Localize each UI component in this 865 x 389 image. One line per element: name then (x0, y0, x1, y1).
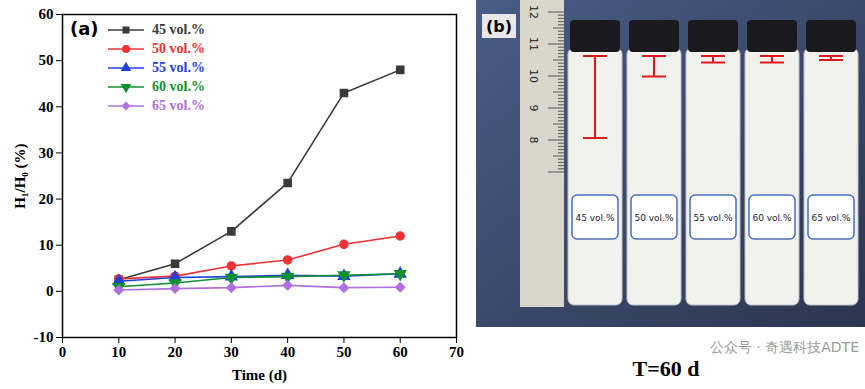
svg-text:12: 12 (527, 5, 540, 19)
svg-text:40: 40 (39, 99, 54, 115)
html-text:(a): (a) (70, 18, 99, 39)
svg-text:30: 30 (224, 344, 239, 360)
svg-text:10: 10 (111, 344, 126, 360)
html-text:65 vol.%: 65 vol.% (152, 97, 205, 113)
html-text:60 vol.%: 60 vol.% (152, 78, 205, 94)
svg-text:50: 50 (39, 52, 54, 68)
svg-text:20: 20 (39, 191, 54, 207)
html-text:50 vol.%: 50 vol.% (152, 40, 205, 56)
svg-text:10: 10 (39, 237, 54, 253)
svg-text:50 vol.%: 50 vol.% (634, 213, 674, 223)
html-text:45 vol.%: 45 vol.% (152, 21, 205, 37)
svg-text:公众号 · 奇遇科技ADTE: 公众号 · 奇遇科技ADTE (710, 339, 859, 355)
svg-text:Time (d): Time (d) (232, 367, 287, 384)
svg-text:20: 20 (168, 344, 183, 360)
svg-text:40: 40 (280, 344, 295, 360)
html-text:55 vol.%: 55 vol.% (152, 59, 205, 75)
svg-text:30: 30 (39, 145, 54, 161)
svg-text:(b): (b) (486, 17, 512, 36)
svg-text:60 vol.%: 60 vol.% (752, 213, 792, 223)
svg-text:10: 10 (527, 69, 540, 83)
svg-text:-10: -10 (34, 329, 54, 345)
svg-text:45 vol.%: 45 vol.% (575, 213, 615, 223)
svg-text:65 vol.%: 65 vol.% (811, 213, 851, 223)
svg-text:50: 50 (336, 344, 351, 360)
svg-text:11: 11 (527, 37, 540, 51)
svg-text:60: 60 (393, 344, 408, 360)
svg-text:0: 0 (59, 344, 67, 360)
svg-text:70: 70 (449, 344, 464, 360)
svg-text:60: 60 (39, 6, 54, 22)
svg-text:T=60 d: T=60 d (633, 356, 700, 381)
svg-text:H₁/H₀ (%): H₁/H₀ (%) (12, 143, 29, 208)
svg-text:9: 9 (527, 105, 540, 112)
svg-text:0: 0 (46, 283, 54, 299)
svg-text:55 vol.%: 55 vol.% (693, 213, 733, 223)
svg-text:8: 8 (527, 137, 540, 144)
